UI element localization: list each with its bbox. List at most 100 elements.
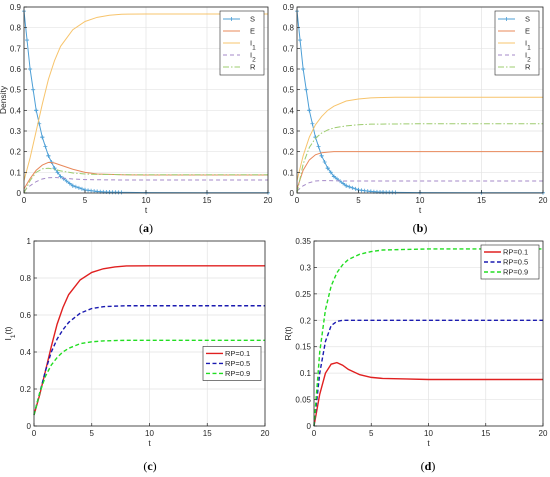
series-line-rp-0-5 bbox=[313, 319, 543, 427]
y-tick-label: 0.3 bbox=[283, 127, 295, 136]
legend-label: RP=0.9 bbox=[225, 369, 250, 378]
series-marker-s bbox=[319, 153, 324, 158]
panel-caption: (d) bbox=[421, 459, 436, 473]
x-tick-label: 10 bbox=[145, 429, 154, 438]
series-marker-s bbox=[116, 190, 121, 195]
legend-label: RP=0.5 bbox=[503, 258, 528, 267]
y-axis-label: I1(t) bbox=[3, 326, 17, 340]
series-marker-s bbox=[49, 160, 54, 164]
series-marker-s bbox=[365, 189, 370, 194]
chart-panel-2: 0 5 10 15 2000.10.20.30.40.50.60.70.80.9tSEI… bbox=[283, 3, 548, 235]
y-tick-label: 0.4 bbox=[20, 348, 32, 357]
series-line-rp-0-1 bbox=[313, 361, 543, 427]
y-tick-label: 0.15 bbox=[295, 343, 311, 352]
x-axis-label: t bbox=[145, 205, 148, 215]
y-tick-label: 0.7 bbox=[10, 44, 22, 53]
y-tick-label: 0.35 bbox=[295, 237, 311, 246]
series-marker-s bbox=[34, 108, 39, 113]
chart-panel-1: 0 5 10 15 20 0 0.1 0.2 0.3 0.4 0.5 0.6 0.7 0.8 0.9 t Den… bbox=[0, 3, 273, 235]
series-marker-s bbox=[89, 188, 94, 193]
series-marker-s bbox=[28, 67, 33, 71]
x-axis-label: t bbox=[419, 205, 422, 215]
panel-caption: (b) bbox=[413, 221, 428, 235]
x-tick-label: 5 bbox=[83, 196, 88, 205]
legend-label: R bbox=[525, 63, 531, 72]
y-axis-label: R(t) bbox=[283, 326, 293, 340]
x-tick-label: 0 bbox=[295, 196, 300, 205]
y-tick-label: 0.5 bbox=[10, 86, 22, 95]
y-tick-label: 0.9 bbox=[10, 3, 22, 12]
series-line-rp-0-9 bbox=[313, 248, 543, 427]
x-tick-label: 20 bbox=[264, 196, 273, 205]
y-tick-label: 0.8 bbox=[20, 274, 32, 283]
y-tick-label: 0.6 bbox=[283, 65, 295, 74]
x-tick-label: 15 bbox=[203, 196, 212, 205]
legend-label: RP=0.9 bbox=[503, 268, 528, 277]
series-line-r bbox=[296, 123, 543, 194]
series-marker-s bbox=[55, 170, 60, 175]
x-tick-label: 10 bbox=[424, 429, 433, 438]
series-marker-s bbox=[86, 188, 91, 193]
y-tick-label: 0.6 bbox=[20, 311, 32, 320]
series-marker-s bbox=[61, 176, 66, 181]
legend-label: I1 bbox=[525, 39, 531, 52]
series-marker-s bbox=[334, 176, 339, 181]
series-marker-s bbox=[353, 186, 358, 191]
series-line-i-1 bbox=[296, 96, 543, 181]
y-tick-label: 0.6 bbox=[10, 65, 22, 74]
y-tick-label: 0.8 bbox=[10, 24, 22, 33]
series-marker-s bbox=[328, 170, 333, 175]
x-tick-label: 15 bbox=[203, 429, 212, 438]
legend-label: S bbox=[525, 15, 530, 24]
series-marker-s bbox=[76, 185, 81, 190]
legend: RP=0.1RP=0.5RP=0.9 bbox=[202, 346, 262, 381]
legend-marker bbox=[504, 17, 509, 21]
series-marker-s bbox=[301, 67, 306, 71]
y-tick-label: 1 bbox=[27, 237, 32, 246]
y-tick-label: 0.1 bbox=[300, 369, 312, 378]
y-tick-label: 0.4 bbox=[10, 106, 22, 115]
chart-panel-4: 0 5 10 15 20 0 0.05 0.1 0.15 0.2 0.25 0.3 0.35 t R(t) R… bbox=[283, 237, 548, 473]
series-marker-s bbox=[64, 179, 69, 184]
y-tick-label: 0.1 bbox=[10, 168, 22, 177]
y-tick-label: 0.2 bbox=[20, 385, 32, 394]
series-marker-s bbox=[25, 38, 30, 43]
x-tick-label: 20 bbox=[539, 429, 548, 438]
series-marker-s bbox=[347, 184, 352, 189]
y-tick-label: 0.4 bbox=[283, 106, 295, 115]
series-marker-s bbox=[390, 190, 395, 195]
x-tick-label: 5 bbox=[356, 196, 361, 205]
x-axis-label: t bbox=[427, 438, 430, 448]
series-marker-s bbox=[46, 153, 51, 158]
x-tick-label: 15 bbox=[477, 196, 486, 205]
legend: RP=0.1RP=0.5RP=0.9 bbox=[480, 244, 540, 280]
series-line-e bbox=[296, 151, 543, 190]
series-marker-s bbox=[341, 181, 346, 186]
series-marker-s bbox=[40, 135, 45, 140]
y-tick-label: 0.25 bbox=[295, 290, 311, 299]
y-tick-label: 0 bbox=[290, 189, 295, 198]
series-line-i-1 bbox=[23, 13, 268, 181]
series-marker-s bbox=[70, 183, 75, 188]
series-marker-s bbox=[43, 144, 48, 149]
series-line-i-2 bbox=[296, 180, 543, 192]
series-marker-s bbox=[67, 181, 72, 186]
x-tick-label: 0 bbox=[32, 429, 37, 438]
series-marker-s bbox=[73, 184, 78, 189]
legend-label: RP=0.1 bbox=[503, 248, 528, 257]
series-marker-s bbox=[92, 189, 97, 194]
series-line-i-2 bbox=[23, 176, 268, 192]
series-marker-s bbox=[316, 144, 321, 149]
series-marker-s bbox=[298, 38, 303, 43]
y-tick-label: 0.5 bbox=[283, 86, 295, 95]
y-tick-label: 0.3 bbox=[10, 127, 22, 136]
legend-label: S bbox=[250, 15, 255, 24]
x-tick-label: 5 bbox=[90, 429, 95, 438]
legend-label: RP=0.5 bbox=[225, 359, 250, 368]
series-line-rp-0-5 bbox=[33, 305, 265, 416]
legend-label: RP=0.1 bbox=[225, 349, 250, 358]
legend-label: R bbox=[250, 63, 256, 72]
